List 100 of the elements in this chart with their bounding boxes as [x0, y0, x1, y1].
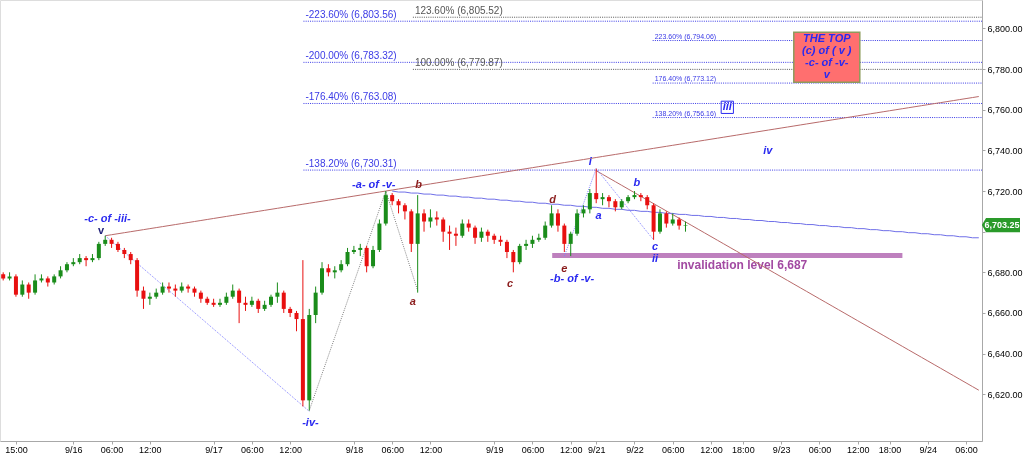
x-tick-label: 12:00 — [139, 444, 162, 454]
x-tick-label: 9/24 — [919, 444, 938, 454]
candlestick — [453, 227, 458, 247]
ref-line-label: 100.00% (6,779.87) — [414, 57, 503, 69]
candlestick — [33, 273, 38, 296]
x-tick-label: 12:00 — [279, 444, 302, 454]
annotation: b — [633, 176, 641, 189]
x-tick-label: 18:00 — [878, 444, 902, 454]
annotation: c — [507, 277, 514, 290]
candlestick — [217, 298, 222, 308]
annotation: THE TOP (c) of ( v ) -c- of -v- v — [802, 32, 852, 81]
line-series — [308, 190, 419, 412]
annotation: iii — [722, 100, 733, 113]
x-tick-label: 12:00 — [700, 444, 723, 454]
y-tick-label: 6,640.00 — [987, 349, 1023, 360]
candlestick — [198, 290, 203, 304]
candlestick — [447, 225, 452, 251]
candlestick — [281, 290, 286, 314]
annotation: iv — [763, 144, 774, 157]
ref-line-label: -200.00% (6,783.32) — [305, 50, 397, 62]
candlestick — [606, 194, 611, 208]
y-tick-label: 6,680.00 — [987, 267, 1023, 278]
x-tick-label: 9/21 — [587, 444, 606, 454]
x-tick-label: 9/16 — [65, 444, 83, 454]
candlestick — [141, 286, 146, 310]
candlestick — [524, 239, 529, 251]
candlestick — [594, 168, 599, 204]
candlestick — [504, 239, 509, 259]
annotation: a — [595, 209, 602, 222]
x-tick-label: 18:00 — [732, 444, 755, 454]
ref-line-label: 123.60% (6,805.52) — [414, 5, 503, 17]
candlestick — [460, 218, 465, 239]
y-tick-label: 6,660.00 — [987, 308, 1023, 319]
line-series — [391, 190, 980, 239]
candlestick — [473, 225, 478, 245]
candlestick — [543, 221, 548, 241]
candlestick — [96, 241, 101, 261]
y-tick-label: 6,720.00 — [987, 186, 1023, 197]
candlestick — [249, 296, 254, 308]
candlestick — [549, 204, 554, 229]
x-tick-label: 06:00 — [241, 444, 264, 454]
x-tick-label: 12:00 — [419, 444, 443, 454]
candlestick — [562, 223, 567, 253]
x-tick-label: 06:00 — [808, 444, 832, 454]
candlestick — [575, 208, 580, 237]
candlestick — [568, 231, 573, 257]
x-tick-label: 9/19 — [485, 444, 504, 454]
candlestick — [186, 284, 191, 294]
candlestick — [351, 245, 356, 255]
candlestick — [364, 245, 369, 273]
candlestick — [339, 259, 344, 273]
candlestick — [626, 194, 631, 204]
candlestick — [555, 208, 560, 233]
candlestick — [677, 216, 682, 231]
candlestick — [288, 306, 293, 318]
candlestick — [294, 310, 299, 332]
x-tick-label: 12:00 — [559, 444, 583, 454]
candlestick — [428, 208, 433, 229]
x-tick-label: 9/18 — [345, 444, 364, 454]
x-tick-label: 15:00 — [5, 444, 28, 454]
x-tick-label: 12:00 — [846, 444, 870, 454]
candlestick — [587, 188, 592, 214]
annotation: -c- of -iii- — [84, 212, 131, 225]
x-tick-label: 9/22 — [626, 444, 644, 454]
y-tick-label: 6,740.00 — [987, 145, 1023, 156]
annotation: e — [561, 262, 568, 275]
annotation: b — [415, 178, 423, 191]
y-tick-label: 6,620.00 — [987, 389, 1023, 400]
y-tick-label: 6,800.00 — [987, 23, 1023, 34]
line-series — [595, 170, 980, 391]
x-tick-label: 06:00 — [661, 444, 685, 454]
candlestick — [313, 286, 318, 324]
candlestick — [422, 208, 427, 233]
candlestick — [638, 192, 643, 202]
x-tick-label: 06:00 — [100, 444, 124, 454]
candlestick — [371, 245, 376, 269]
annotation: -b- of -v- — [550, 272, 595, 285]
candlestick — [13, 273, 18, 298]
candlestick — [683, 221, 688, 233]
annotation: c — [651, 240, 659, 253]
candlestick — [166, 281, 171, 294]
annotation: -iv- — [302, 416, 320, 429]
candlestick — [237, 288, 242, 324]
annotation: a — [409, 295, 416, 308]
text: 6,703.25 — [984, 220, 1020, 231]
x-tick-label: 06:00 — [521, 444, 545, 454]
x-tick-label: 9/17 — [205, 444, 223, 454]
candlestick — [402, 202, 407, 220]
candlestick — [147, 292, 152, 306]
annotation: d — [549, 192, 557, 205]
annotation: v — [98, 223, 106, 236]
candlestick — [441, 216, 446, 243]
annotation: i — [588, 154, 593, 167]
candlestick — [84, 255, 89, 267]
ref-line-label: -138.20% (6,730.31) — [305, 158, 397, 170]
ref-line-label: -176.40% (6,763.08) — [305, 91, 397, 103]
candlestick — [345, 247, 350, 267]
candlestick — [434, 210, 439, 227]
candlestick — [517, 243, 522, 265]
candlestick — [657, 208, 662, 235]
